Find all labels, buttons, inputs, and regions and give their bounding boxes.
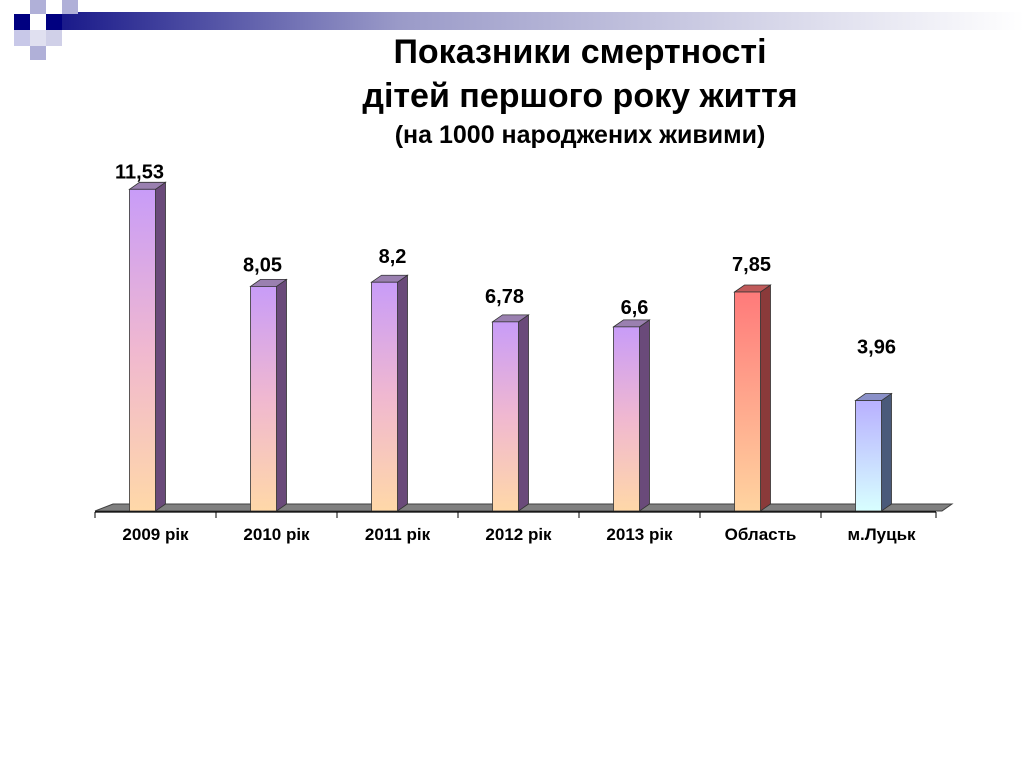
slide-subtitle: (на 1000 народжених живими) <box>394 121 766 149</box>
value-label: 8,05 <box>243 254 282 276</box>
value-label: 3,96 <box>857 337 896 359</box>
bar-Область <box>733 284 772 512</box>
bar-front-face <box>734 291 761 512</box>
bar-front-face <box>371 281 398 512</box>
bar-side-face <box>397 274 408 512</box>
bar-2009 рік <box>128 181 167 512</box>
bar-side-face <box>639 319 650 512</box>
category-label: 2010 рік <box>243 525 310 544</box>
slide-title-block: Показники смертності дітей першого року … <box>180 30 980 152</box>
bar-2011 рік <box>370 274 409 512</box>
category-label: 2013 рік <box>606 525 673 544</box>
bar-side-face <box>155 181 166 512</box>
decorative-square <box>30 0 46 14</box>
decorative-square <box>14 14 30 30</box>
decorative-square <box>46 14 62 30</box>
slide-title-line-2: дітей першого року життя <box>362 77 798 115</box>
value-label: 7,85 <box>732 254 771 276</box>
category-label: 2011 рік <box>365 525 431 544</box>
decorative-square <box>62 0 78 14</box>
bar-side-face <box>881 392 892 512</box>
category-label: м.Луцьк <box>847 525 916 544</box>
value-label: 6,6 <box>621 297 649 319</box>
bar-side-face <box>760 284 771 512</box>
value-label: 6,78 <box>485 286 524 308</box>
slide-title-line-1: Показники смертності <box>393 33 767 71</box>
bar-2012 рік <box>491 314 530 512</box>
category-label: Область <box>725 525 797 544</box>
value-label: 8,2 <box>379 246 407 268</box>
bar-front-face <box>855 400 882 512</box>
bar-front-face <box>492 321 519 512</box>
decorative-square <box>30 46 46 60</box>
decorative-gradient-bar <box>62 12 1024 30</box>
bar-м.Луцьк <box>854 392 893 512</box>
bar-front-face <box>613 326 640 512</box>
value-label: 11,53 <box>115 161 164 183</box>
decorative-square <box>14 30 30 46</box>
decorative-square <box>46 30 62 46</box>
category-label: 2009 рік <box>122 525 189 544</box>
bar-side-face <box>276 278 287 512</box>
bar-side-face <box>518 314 529 512</box>
decorative-square <box>30 30 46 46</box>
decorative-header-pattern <box>14 0 1024 60</box>
bar-2010 рік <box>249 278 288 512</box>
category-label: 2012 рік <box>485 525 552 544</box>
bar-2013 рік <box>612 319 651 512</box>
bar-front-face <box>129 188 156 512</box>
bar-front-face <box>250 286 277 512</box>
